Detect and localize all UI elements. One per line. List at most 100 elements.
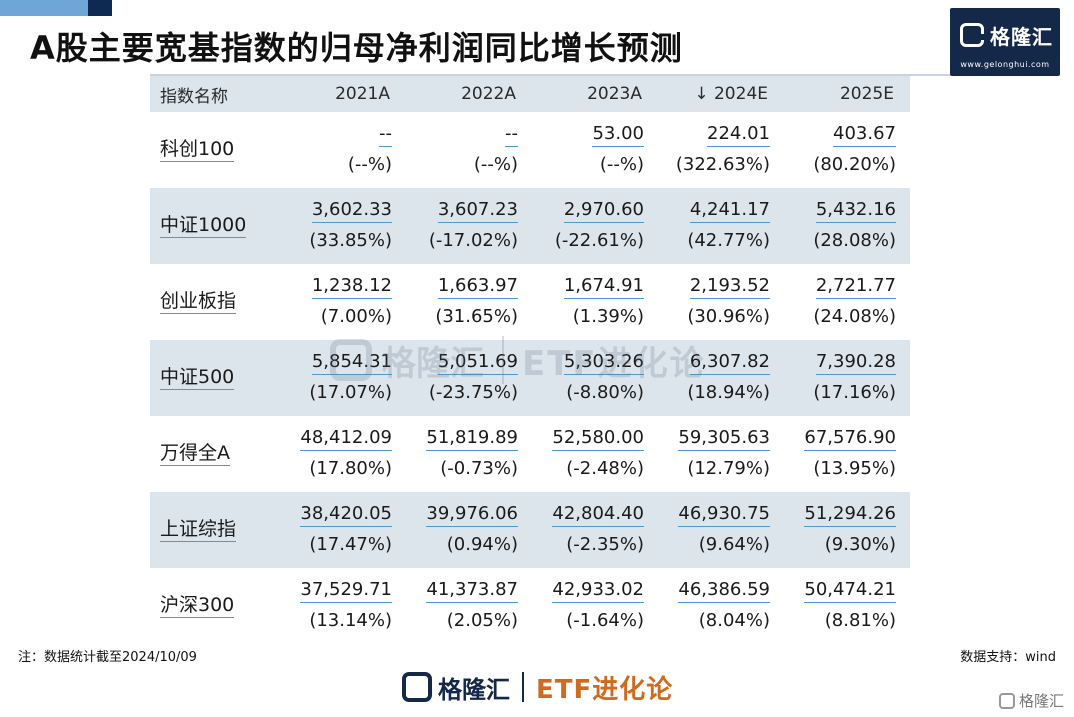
footer-g-icon (402, 672, 432, 702)
growth-pct: (42.77%) (687, 230, 770, 251)
header-2024e: ↓ 2024E (694, 84, 768, 104)
profit-value: 5,303.26 (563, 351, 644, 375)
profit-value: 52,580.00 (552, 427, 644, 451)
header-2025e: 2025E (839, 84, 894, 104)
growth-pct: (17.16%) (813, 382, 896, 403)
value-cell: 50,474.21 (8.81%) (784, 568, 910, 644)
value-cell: 6,307.82 (18.94%) (658, 340, 784, 416)
brand-logo: 格隆汇 www.gelonghui.com (950, 8, 1060, 76)
profit-value: 1,674.91 (563, 275, 644, 299)
value-cell: 46,930.75 (9.64%) (658, 492, 784, 568)
profit-value: 59,305.63 (678, 427, 770, 451)
value-cell: 51,294.26 (9.30%) (784, 492, 910, 568)
footer-column-name: ETF进化论 (536, 674, 674, 705)
table-row: 上证综指 38,420.05 (17.47%) 39,976.06 (0.94%) 42,… (150, 492, 910, 568)
value-cell: 38,420.05 (17.47%) (280, 492, 406, 568)
logo-url: www.gelonghui.com (960, 60, 1050, 69)
index-name: 万得全A (160, 442, 230, 466)
profit-value: 48,412.09 (300, 427, 392, 451)
value-cell: 59,305.63 (12.79%) (658, 416, 784, 492)
value-cell: 5,432.16 (28.08%) (784, 188, 910, 264)
growth-pct: (31.65%) (435, 306, 518, 327)
growth-pct: (17.80%) (309, 458, 392, 479)
table-row: 中证500 5,854.31 (17.07%) 5,051.69 (-23.75%) 5,… (150, 340, 910, 416)
profit-value: 7,390.28 (815, 351, 896, 375)
value-cell: 39,976.06 (0.94%) (406, 492, 532, 568)
value-cell: 4,241.17 (42.77%) (658, 188, 784, 264)
value-cell: 5,051.69 (-23.75%) (406, 340, 532, 416)
value-cell: 2,970.60 (-22.61%) (532, 188, 658, 264)
index-name-cell: 中证500 (150, 340, 280, 416)
profit-value: 53.00 (592, 123, 644, 147)
index-name: 中证500 (160, 366, 235, 390)
forecast-table: 指数名称 2021A 2022A 2023A ↓ 2024E 2025E 科创1… (150, 76, 910, 644)
value-cell: -- (--%) (280, 112, 406, 188)
top-decor-stripe-dark (88, 0, 112, 16)
title-divider (150, 74, 950, 76)
profit-value: 1,663.97 (437, 275, 518, 299)
profit-value: 5,051.69 (437, 351, 518, 375)
footer-brand: 格隆汇 ETF进化论 (402, 668, 673, 706)
value-cell: 1,674.91 (1.39%) (532, 264, 658, 340)
corner-watermark: 格隆汇 (998, 690, 1064, 711)
growth-pct: (13.14%) (309, 610, 392, 631)
value-cell: 67,576.90 (13.95%) (784, 416, 910, 492)
footnote: 注：数据统计截至2024/10/09 (18, 650, 197, 665)
growth-pct: (-2.48%) (566, 458, 644, 479)
header-2022a: 2022A (461, 84, 516, 104)
value-cell: 51,819.89 (-0.73%) (406, 416, 532, 492)
growth-pct: (322.63%) (675, 154, 770, 175)
profit-value: 41,373.87 (426, 579, 518, 603)
footer-separator (522, 672, 524, 702)
value-cell: 224.01 (322.63%) (658, 112, 784, 188)
profit-value: 403.67 (833, 123, 896, 147)
value-cell: 7,390.28 (17.16%) (784, 340, 910, 416)
value-cell: 2,193.52 (30.96%) (658, 264, 784, 340)
profit-value: 5,432.16 (815, 199, 896, 223)
table-row: 沪深300 37,529.71 (13.14%) 41,373.87 (2.05%) 42… (150, 568, 910, 644)
profit-value: 42,804.40 (552, 503, 644, 527)
table-header: 指数名称 2021A 2022A 2023A ↓ 2024E 2025E (150, 76, 910, 112)
profit-value: 39,976.06 (426, 503, 518, 527)
corner-g-icon (998, 692, 1015, 709)
profit-value: 3,607.23 (437, 199, 518, 223)
growth-pct: (8.04%) (698, 610, 770, 631)
data-source: 数据支持：wind (960, 650, 1056, 665)
footer-brand-name: 格隆汇 (438, 675, 510, 704)
growth-pct: (9.30%) (824, 534, 896, 555)
value-cell: 3,602.33 (33.85%) (280, 188, 406, 264)
value-cell: 403.67 (80.20%) (784, 112, 910, 188)
growth-pct: (-8.80%) (566, 382, 644, 403)
profit-value: -- (379, 123, 392, 147)
page-title: A股主要宽基指数的归母净利润同比增长预测 (30, 29, 683, 67)
profit-value: 50,474.21 (804, 579, 896, 603)
header-index-name: 指数名称 (160, 86, 228, 107)
growth-pct: (18.94%) (687, 382, 770, 403)
index-name-cell: 科创100 (150, 112, 280, 188)
profit-value: 2,970.60 (563, 199, 644, 223)
value-cell: 37,529.71 (13.14%) (280, 568, 406, 644)
value-cell: 42,804.40 (-2.35%) (532, 492, 658, 568)
value-cell: 42,933.02 (-1.64%) (532, 568, 658, 644)
growth-pct: (24.08%) (813, 306, 896, 327)
profit-value: 67,576.90 (804, 427, 896, 451)
growth-pct: (8.81%) (824, 610, 896, 631)
growth-pct: (-1.64%) (566, 610, 644, 631)
index-name-cell: 上证综指 (150, 492, 280, 568)
index-name-cell: 沪深300 (150, 568, 280, 644)
value-cell: 2,721.77 (24.08%) (784, 264, 910, 340)
top-decor-stripe (0, 0, 112, 16)
growth-pct: (2.05%) (446, 610, 518, 631)
value-cell: 46,386.59 (8.04%) (658, 568, 784, 644)
table-row: 万得全A 48,412.09 (17.80%) 51,819.89 (-0.73%) 52… (150, 416, 910, 492)
growth-pct: (-23.75%) (428, 382, 518, 403)
index-name: 创业板指 (160, 290, 237, 314)
table-row: 创业板指 1,238.12 (7.00%) 1,663.97 (31.65%) 1,674… (150, 264, 910, 340)
profit-value: 37,529.71 (300, 579, 392, 603)
value-cell: 1,238.12 (7.00%) (280, 264, 406, 340)
growth-pct: (17.07%) (309, 382, 392, 403)
growth-pct: (9.64%) (698, 534, 770, 555)
growth-pct: (-17.02%) (428, 230, 518, 251)
growth-pct: (--%) (347, 154, 392, 175)
value-cell: 3,607.23 (-17.02%) (406, 188, 532, 264)
